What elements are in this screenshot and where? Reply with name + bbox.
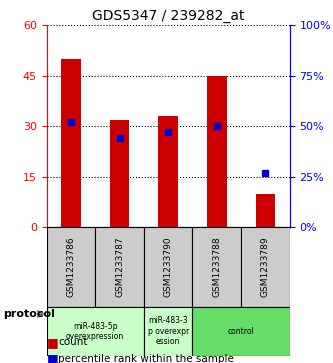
Text: ■: ■ [47,336,58,349]
Text: control: control [228,327,254,336]
FancyBboxPatch shape [144,227,192,307]
Bar [110,120,129,227]
Bar [207,76,226,227]
Text: protocol: protocol [3,309,55,319]
Text: miR-483-3
p overexpr
ession: miR-483-3 p overexpr ession [148,317,189,346]
Text: GSM1233787: GSM1233787 [115,237,124,297]
FancyBboxPatch shape [47,227,95,307]
Bar [61,59,81,227]
Bar [159,116,178,227]
Bar [256,193,275,227]
Title: GDS5347 / 239282_at: GDS5347 / 239282_at [92,9,244,23]
Text: GSM1233789: GSM1233789 [261,237,270,297]
FancyBboxPatch shape [241,227,290,307]
FancyBboxPatch shape [95,227,144,307]
Text: GSM1233786: GSM1233786 [66,237,76,297]
FancyBboxPatch shape [47,307,144,356]
Text: count: count [58,337,88,347]
Text: miR-483-5p
overexpression: miR-483-5p overexpression [66,322,124,341]
FancyBboxPatch shape [192,227,241,307]
Text: percentile rank within the sample: percentile rank within the sample [58,354,234,363]
Text: ■: ■ [47,352,58,363]
FancyBboxPatch shape [144,307,192,356]
FancyBboxPatch shape [192,307,290,356]
Text: GSM1233790: GSM1233790 [164,237,173,297]
Text: GSM1233788: GSM1233788 [212,237,221,297]
